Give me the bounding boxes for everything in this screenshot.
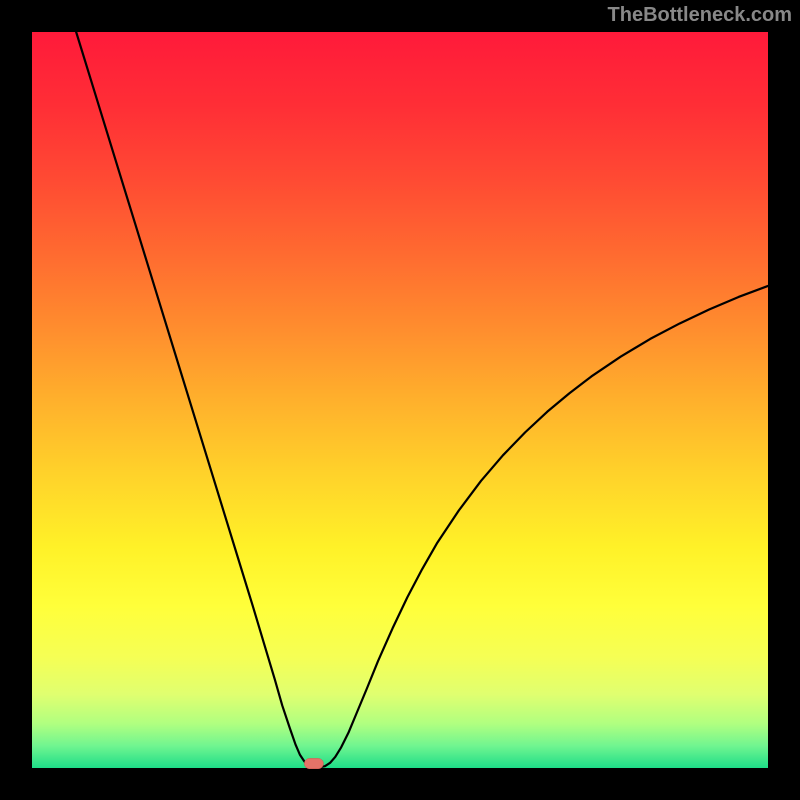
chart-container: TheBottleneck.com — [0, 0, 800, 800]
bottleneck-chart — [0, 0, 800, 800]
watermark-text: TheBottleneck.com — [608, 4, 792, 27]
